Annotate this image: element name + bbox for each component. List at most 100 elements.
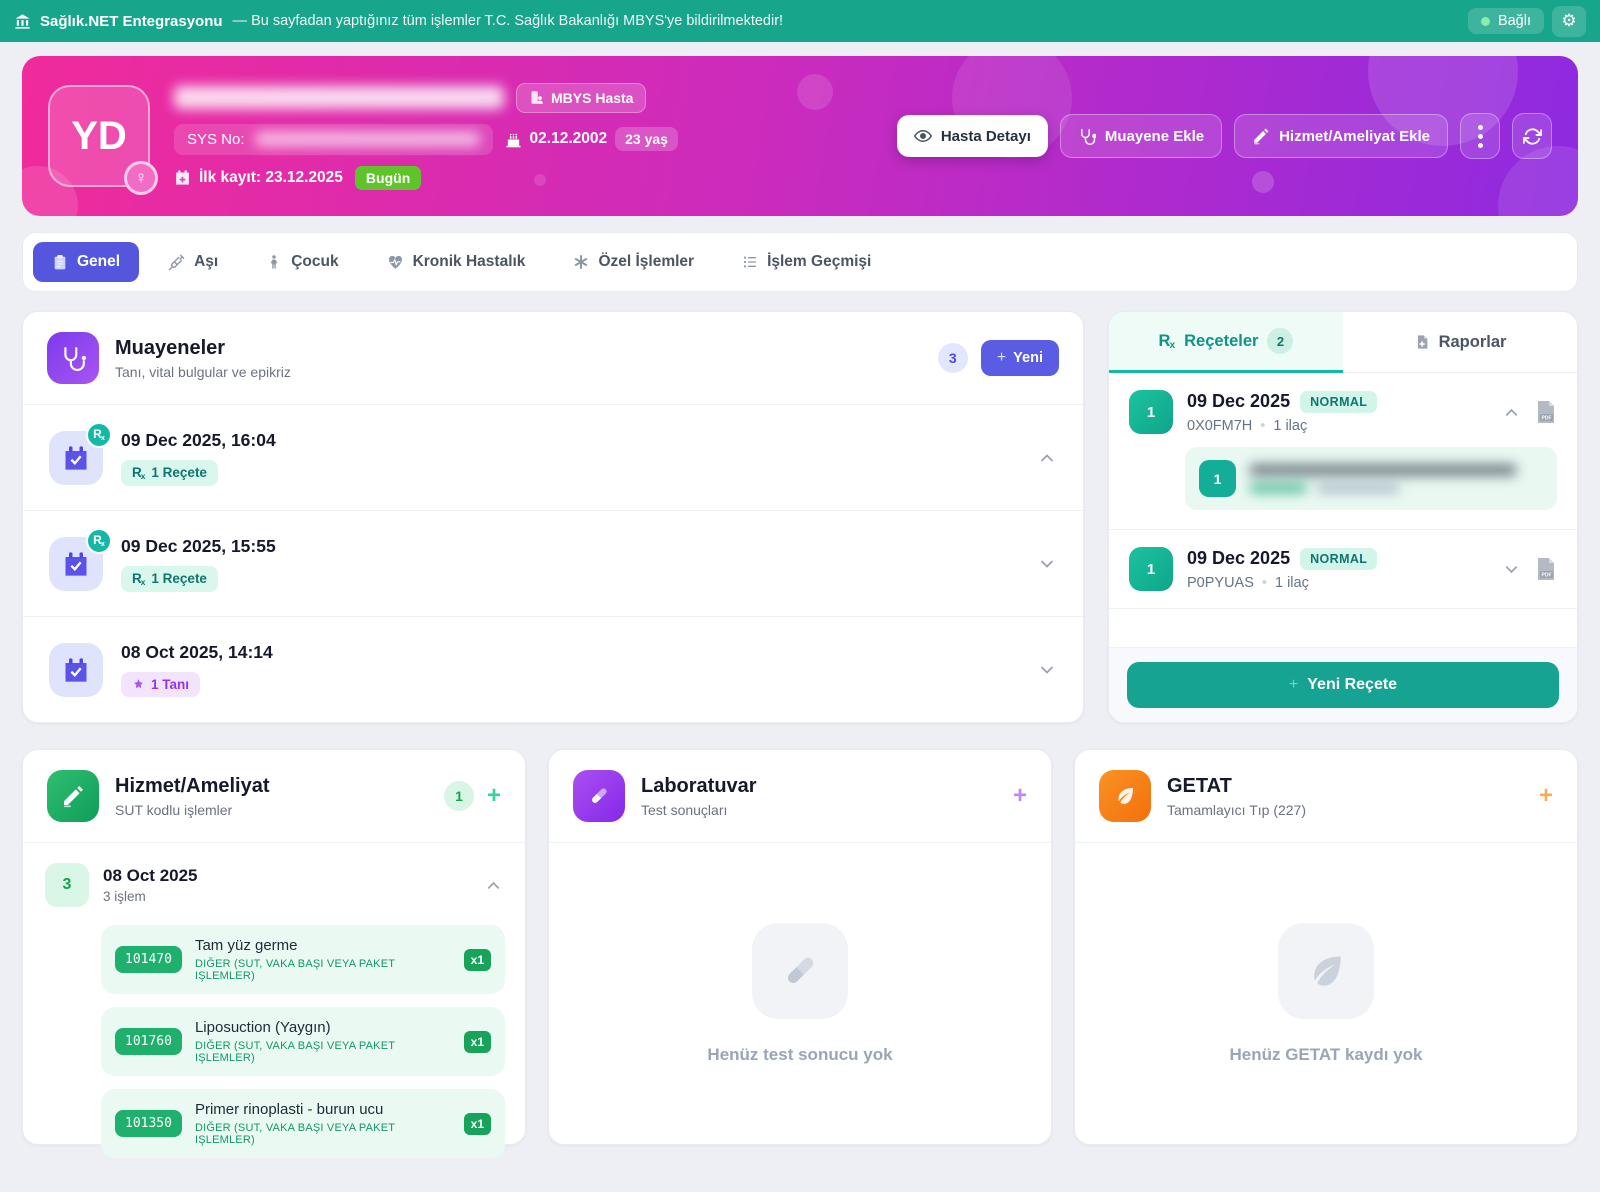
chevron-down-icon[interactable] — [1502, 560, 1521, 579]
dot-separator: • — [1260, 417, 1266, 434]
prescription-header[interactable]: 1 09 Dec 2025 NORMAL P0PYUAS • 1 ilaç — [1129, 547, 1557, 591]
add-getat-plus-button[interactable]: + — [1538, 782, 1553, 809]
prescription-number-tile: 1 — [1129, 390, 1173, 434]
diagnosis-icon — [132, 678, 145, 691]
add-service-button[interactable]: Hizmet/Ameliyat Ekle — [1234, 114, 1448, 158]
topbar-message: — Bu sayfadan yaptığınız tüm işlemler T.… — [232, 13, 784, 29]
prescription-date: 09 Dec 2025 — [1187, 548, 1291, 568]
examinations-card: Muayeneler Tanı, vital bulgular ve epikr… — [22, 311, 1084, 723]
dot-separator: • — [1261, 574, 1267, 591]
settings-button[interactable]: ⚙ — [1552, 5, 1586, 37]
plus-icon: + — [996, 349, 1007, 366]
tani-chip: 1 Tanı — [121, 672, 201, 697]
prescription-item: 1 09 Dec 2025 NORMAL 0X0FM7H • 1 ilaç — [1109, 373, 1577, 530]
prescription-date: 09 Dec 2025 — [1187, 391, 1291, 411]
tab-cocuk[interactable]: Çocuk — [247, 242, 357, 282]
clipboard-icon — [52, 254, 68, 270]
refresh-icon — [1522, 127, 1542, 146]
sut-code-badge: 101470 — [115, 946, 182, 973]
add-service-plus-button[interactable]: + — [486, 782, 501, 809]
services-card: Hizmet/Ameliyat SUT kodlu işlemler 1 + 3… — [22, 749, 526, 1158]
pdf-icon[interactable]: PDF — [1535, 400, 1557, 424]
more-actions-button[interactable] — [1460, 113, 1500, 159]
sys-label: SYS No: — [187, 130, 245, 148]
rx-icon: Rx — [132, 464, 146, 481]
service-group-header[interactable]: 3 08 Oct 2025 3 işlem — [23, 843, 525, 913]
drug-dose-redacted — [1249, 483, 1307, 493]
prescription-header[interactable]: 1 09 Dec 2025 NORMAL 0X0FM7H • 1 ilaç — [1129, 390, 1557, 434]
patient-detail-button[interactable]: Hasta Detayı — [896, 115, 1048, 157]
list-icon — [742, 254, 758, 270]
chevron-up-icon[interactable] — [1502, 403, 1521, 422]
drug-number-tile: 1 — [1199, 460, 1236, 497]
chevron-down-icon[interactable] — [1037, 554, 1057, 574]
pdf-icon[interactable]: PDF — [1535, 557, 1557, 581]
service-name: Tam yüz germe — [194, 937, 298, 954]
new-examination-button[interactable]: + Yeni — [980, 340, 1059, 376]
test-tube-tile-icon — [573, 770, 625, 822]
examination-row[interactable]: Rx 09 Dec 2025, 15:55 Rx 1 Reçete — [23, 510, 1083, 616]
decorative-circle — [1252, 171, 1274, 193]
laboratory-title: Laboratuvar — [641, 774, 757, 797]
first-record-label: İlk kayıt: 23.12.2025 — [199, 168, 343, 186]
tab-raporlar[interactable]: Raporlar — [1343, 312, 1577, 373]
new-prescription-label: Yeni Reçete — [1307, 676, 1398, 693]
tab-receteler[interactable]: Rx Reçeteler 2 — [1109, 312, 1343, 373]
tab-genel-label: Genel — [77, 253, 121, 270]
test-tube-empty-icon — [752, 922, 848, 1019]
tab-kronik-hastalik[interactable]: Kronik Hastalık — [368, 242, 545, 282]
recete-chip: Rx 1 Reçete — [121, 565, 218, 592]
new-prescription-button[interactable]: + Yeni Reçete — [1127, 662, 1559, 708]
prescription-item: 1 09 Dec 2025 NORMAL P0PYUAS • 1 ilaç — [1109, 530, 1577, 609]
raporlar-label: Raporlar — [1438, 332, 1507, 351]
connection-status-button[interactable]: Bağlı — [1467, 8, 1544, 34]
recete-chip-label: 1 Reçete — [151, 465, 207, 480]
heart-pulse-icon — [387, 254, 404, 271]
calendar-plus-icon — [174, 169, 191, 186]
tab-islem-gecmisi[interactable]: İşlem Geçmişi — [723, 242, 890, 282]
prescription-status-badge: NORMAL — [1300, 390, 1378, 413]
today-badge: Bugün — [354, 165, 422, 190]
service-item[interactable]: 101350 Primer rinoplasti - burun ucu DIĞ… — [101, 1089, 505, 1158]
service-item[interactable]: 101470 Tam yüz germe DIĞER (SUT, VAKA BA… — [101, 925, 505, 994]
tab-gecmis-label: İşlem Geçmişi — [767, 253, 872, 270]
svg-text:PDF: PDF — [1542, 416, 1552, 422]
services-count-badge: 1 — [443, 781, 474, 811]
pen-icon — [1252, 127, 1270, 145]
receteler-label: Reçeteler — [1184, 331, 1259, 350]
prescription-number-tile: 1 — [1129, 547, 1173, 591]
connection-status-label: Bağlı — [1497, 13, 1531, 29]
tab-asi[interactable]: Aşı — [149, 242, 237, 282]
leaf-empty-icon — [1278, 922, 1374, 1019]
refresh-button[interactable] — [1512, 113, 1552, 159]
quantity-badge: x1 — [463, 948, 491, 971]
age-badge: 23 yaş — [615, 127, 678, 151]
service-category: DIĞER (SUT, VAKA BAŞI VEYA PAKET IŞLEMLE… — [194, 1040, 395, 1064]
tab-genel[interactable]: Genel — [33, 242, 140, 282]
recete-chip: Rx 1 Reçete — [121, 459, 218, 486]
service-item[interactable]: 101760 Liposuction (Yaygın) DIĞER (SUT, … — [101, 1007, 505, 1076]
tab-ozel-islemler[interactable]: Özel İşlemler — [554, 242, 713, 282]
examination-row[interactable]: 08 Oct 2025, 14:14 1 Tanı — [23, 616, 1083, 722]
examination-row[interactable]: Rx 09 Dec 2025, 16:04 Rx 1 Reçete — [23, 404, 1083, 510]
add-examination-button[interactable]: Muayene Ekle — [1059, 114, 1223, 158]
add-lab-plus-button[interactable]: + — [1012, 782, 1027, 809]
female-gender-icon: ♀ — [124, 161, 158, 195]
calendar-check-icon: Rx — [49, 421, 112, 485]
quantity-badge: x1 — [463, 1112, 491, 1135]
examination-date: 08 Oct 2025, 14:14 — [121, 642, 273, 662]
patient-header: YD ♀ MBYS Hasta SYS No: — [22, 56, 1578, 216]
services-subtitle: SUT kodlu işlemler — [115, 801, 233, 818]
patient-detail-label: Hasta Detayı — [940, 127, 1031, 145]
chevron-up-icon[interactable] — [1037, 448, 1057, 468]
tab-cocuk-label: Çocuk — [291, 253, 339, 270]
child-icon — [266, 254, 282, 270]
stethoscope-tile-icon — [47, 332, 99, 384]
group-date: 08 Oct 2025 — [103, 866, 198, 885]
drug-row: 1 — [1185, 447, 1557, 510]
chevron-down-icon[interactable] — [1037, 660, 1057, 680]
examinations-count-badge: 3 — [937, 343, 968, 373]
prescription-drug-count: 1 ilaç — [1273, 417, 1308, 434]
sut-code-badge: 101350 — [115, 1110, 182, 1137]
chevron-up-icon[interactable] — [484, 876, 503, 895]
